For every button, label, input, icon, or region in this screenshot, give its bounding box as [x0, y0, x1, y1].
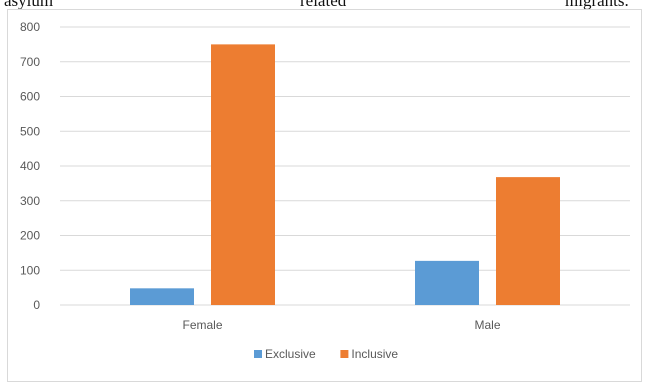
y-tick-label: 700	[20, 55, 40, 69]
y-tick-label: 100	[20, 263, 40, 277]
bar-exclusive-female	[130, 288, 194, 305]
cropped-caption: asylum related migrants.	[0, 0, 645, 11]
x-category-label: Female	[182, 318, 222, 332]
y-tick-label: 200	[20, 229, 40, 243]
legend-label-inclusive: Inclusive	[351, 347, 398, 361]
chart-frame	[7, 9, 642, 382]
legend-swatch-exclusive	[254, 350, 262, 358]
y-tick-label: 600	[20, 90, 40, 104]
bar-inclusive-female	[211, 44, 275, 305]
legend-label-exclusive: Exclusive	[265, 347, 316, 361]
legend-swatch-inclusive	[340, 350, 349, 358]
y-tick-label: 800	[20, 20, 40, 34]
x-category-label: Male	[474, 318, 500, 332]
caption-word-right: migrants.	[565, 0, 629, 10]
bar-inclusive-male	[496, 177, 560, 305]
caption-word-middle: related	[300, 0, 347, 10]
y-tick-label: 0	[33, 298, 40, 312]
y-tick-label: 500	[20, 124, 40, 138]
bar-exclusive-male	[415, 260, 479, 305]
caption-word-left: asylum	[4, 0, 54, 10]
y-tick-label: 300	[20, 194, 40, 208]
y-tick-label: 400	[20, 159, 40, 173]
